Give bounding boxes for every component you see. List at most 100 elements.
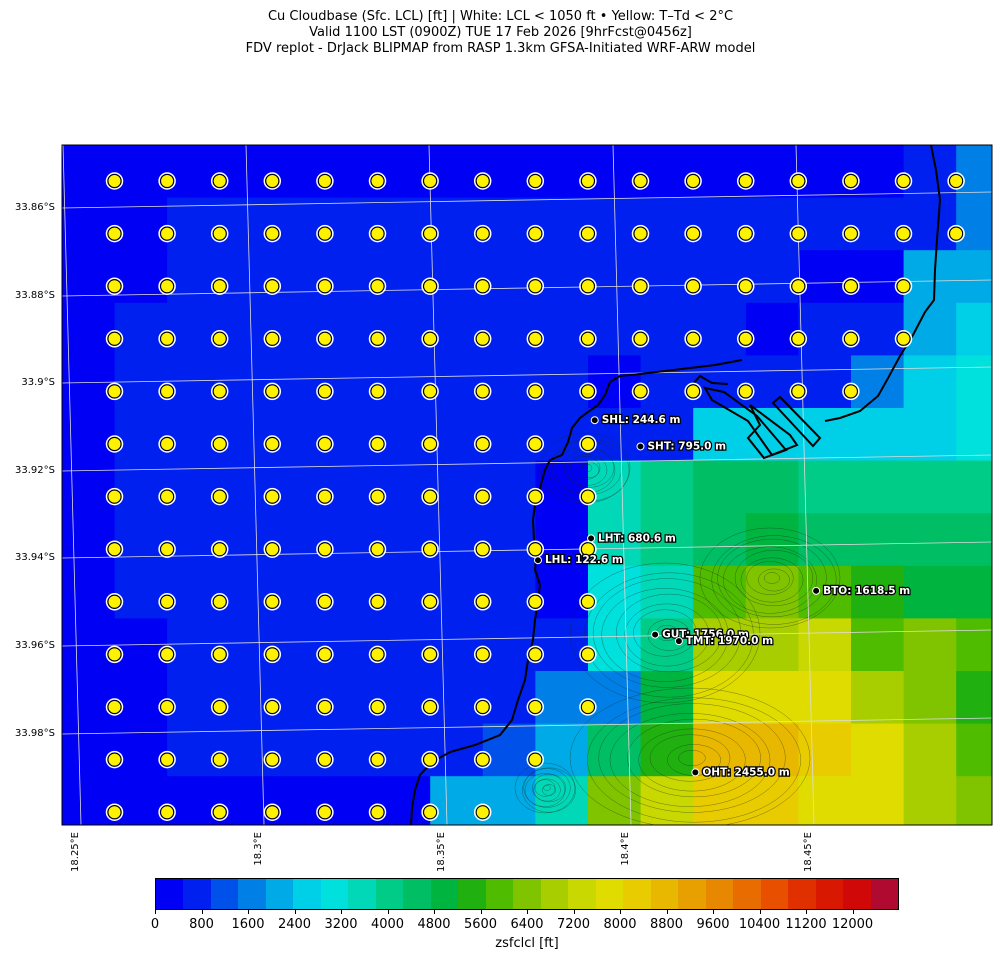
station-label: LHL: 122.6 m [545,554,623,566]
moisture-marker [160,489,175,504]
grid-cell [272,250,326,304]
grid-cell [482,408,536,462]
moisture-marker [475,331,490,346]
grid-cell [535,408,589,462]
grid-cell [693,460,747,514]
grid-cell [693,723,747,777]
grid-cell [430,671,484,725]
moisture-marker [107,384,122,399]
moisture-marker [896,331,911,346]
colorbar-segment [788,879,816,909]
moisture-marker [370,384,385,399]
marker-ring [579,277,597,295]
grid-cell [167,460,221,514]
grid-cell [377,355,431,409]
marker-ring [316,382,334,401]
marker-ring [789,224,808,243]
moisture-marker [423,700,438,714]
station-label-halo: LHL: 122.6 m [545,554,623,566]
grid-cell [272,776,326,825]
marker-ring [579,540,597,558]
moisture-marker [107,226,122,241]
grid-cell [903,618,957,672]
marker-ring [947,224,965,243]
grid-cell [903,302,957,356]
colorbar-tick [852,910,854,914]
contour [609,713,771,807]
contour [746,561,794,595]
moisture-marker [160,805,175,820]
station-label-halo: SHL: 244.6 m [602,414,681,426]
grid-cell [640,776,694,825]
moisture-marker [423,542,438,557]
marker-ring [316,487,334,506]
moisture-marker [423,594,438,609]
grid-cell [325,723,379,777]
station-marker[interactable] [533,556,542,565]
marker-ring [368,435,387,453]
grid-cell [535,145,589,199]
grid-cell [62,460,116,514]
station-marker[interactable] [674,637,683,646]
moisture-marker [475,647,490,662]
station-marker[interactable] [590,416,599,425]
marker-ring [158,277,176,295]
moisture-marker [212,279,227,294]
station-marker[interactable] [691,768,700,777]
grid-cell [482,776,536,825]
station-marker[interactable] [636,442,645,451]
grid-cell [430,460,484,514]
marker-ring [158,698,176,716]
station-label: LHT: 680.6 m [598,532,676,544]
moisture-marker [580,279,595,294]
marker-ring [421,330,439,348]
colorbar-tick [806,910,807,914]
contour [615,593,723,673]
grid-cell [430,145,484,199]
grid-cell [114,776,168,825]
moisture-marker [949,226,964,241]
colorbar-segment [320,879,349,909]
meridian [795,145,815,825]
grid-cell [588,250,642,304]
grid-cell [325,250,379,304]
lon-label: 18.3°E [253,832,264,866]
grid-cell [430,250,484,304]
marker-ring [105,698,124,716]
colorbar-tick-label: 0 [150,917,160,932]
moisture-marker [317,700,332,714]
moisture-marker [423,279,438,294]
moisture-marker [107,594,122,609]
moisture-marker [370,174,385,188]
grid-cell [693,145,747,199]
colorbar-segment [815,879,844,909]
moisture-marker [160,752,175,767]
colorbar-segment [156,879,184,909]
grid-cell [482,513,536,567]
moisture-marker [580,700,595,714]
station-marker[interactable] [587,534,596,543]
moisture-marker [423,647,438,662]
moisture-marker [317,437,332,451]
moisture-marker [160,331,175,346]
moisture-marker [738,384,753,399]
moisture-marker [580,174,595,188]
marker-ring [210,593,229,611]
marker-ring [473,330,492,348]
station-marker[interactable] [812,586,821,595]
marker-ring [736,382,755,401]
moisture-marker [317,805,332,820]
moisture-marker [738,331,753,346]
colorbar-tick-label: 9600 [696,917,730,932]
station-marker[interactable] [651,630,660,639]
moisture-marker [317,542,332,557]
moisture-marker [686,226,701,241]
grid-cell [745,302,799,356]
colorbar-label: zsfclcl [ft] [495,936,559,951]
harbour-pier-3 [771,395,822,448]
marker-ring [684,382,702,401]
grid-cell [745,145,799,199]
grid-cell [377,723,431,777]
grid-cell [798,776,852,825]
